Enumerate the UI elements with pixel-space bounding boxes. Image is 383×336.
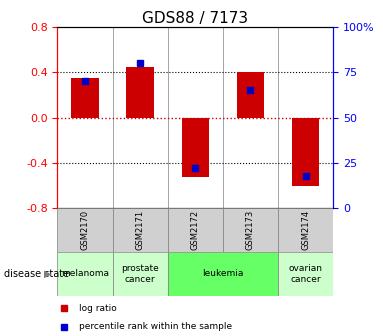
FancyBboxPatch shape [113, 208, 168, 252]
Text: leukemia: leukemia [202, 269, 244, 278]
Text: GSM2173: GSM2173 [246, 210, 255, 250]
Bar [182, 118, 209, 177]
FancyBboxPatch shape [278, 208, 333, 252]
Text: GSM2172: GSM2172 [191, 210, 200, 250]
Text: percentile rank within the sample: percentile rank within the sample [79, 322, 232, 331]
Text: GSM2174: GSM2174 [301, 210, 310, 250]
FancyBboxPatch shape [113, 252, 168, 296]
Text: prostate
cancer: prostate cancer [121, 264, 159, 284]
Title: GDS88 / 7173: GDS88 / 7173 [142, 11, 249, 26]
Text: disease state: disease state [4, 269, 69, 279]
Bar [292, 118, 319, 185]
FancyBboxPatch shape [278, 252, 333, 296]
FancyBboxPatch shape [168, 208, 223, 252]
Bar [126, 67, 154, 118]
Text: ovarian
cancer: ovarian cancer [289, 264, 322, 284]
FancyBboxPatch shape [223, 208, 278, 252]
Text: GSM2170: GSM2170 [80, 210, 90, 250]
FancyBboxPatch shape [168, 252, 278, 296]
Bar [237, 72, 264, 118]
FancyBboxPatch shape [57, 208, 113, 252]
Text: log ratio: log ratio [79, 304, 117, 313]
FancyBboxPatch shape [57, 252, 113, 296]
Text: GSM2171: GSM2171 [136, 210, 145, 250]
Text: ▶: ▶ [44, 269, 52, 279]
Text: melanoma: melanoma [61, 269, 109, 278]
Bar [71, 78, 99, 118]
